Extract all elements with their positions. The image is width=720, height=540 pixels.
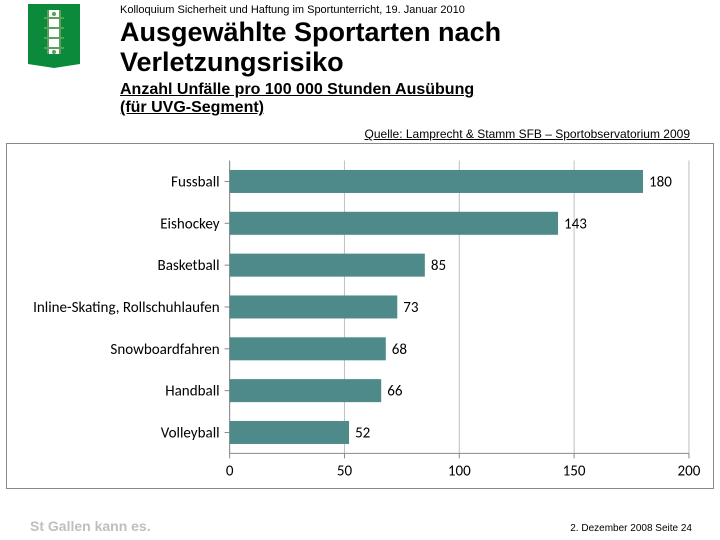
source-line: Quelle: Lamprecht & Stamm SFB – Sportobs… [0,117,720,143]
category-label: Inline-Skating, Rollschuhlaufen [33,299,220,317]
category-label: Eishockey [160,216,220,234]
value-label: 52 [355,425,370,443]
bar [230,170,643,193]
value-label: 66 [387,383,403,401]
header-text: Kolloquium Sicherheit und Haftung im Spo… [120,4,710,117]
x-tick-label: 0 [226,463,234,481]
bar-chart: 0 50 100 150 200 Fussball 180 Eishockey 143 Baske… [11,152,709,484]
category-label: Volleyball [161,425,220,443]
canton-logo [28,4,80,68]
footer: St Gallen kann es. 2. Dezember 2008 Seit… [0,518,720,534]
value-label: 68 [392,341,408,359]
footer-date: 2. Dezember 2008 Seite 24 [570,523,692,534]
header: Kolloquium Sicherheit und Haftung im Spo… [0,0,720,117]
bar [230,380,382,403]
bar [230,212,558,235]
page-title: Ausgewählte Sportarten nach Verletzungsr… [120,18,710,77]
value-label: 143 [564,216,587,234]
category-label: Basketball [158,258,220,276]
category-label: Fussball [171,174,220,192]
value-label: 180 [649,174,672,192]
chart-container: 0 50 100 150 200 Fussball 180 Eishockey 143 Baske… [6,143,714,489]
bar [230,421,349,444]
bar [230,338,386,361]
category-label: Handball [165,383,219,401]
value-label: 85 [431,258,446,276]
preheader: Kolloquium Sicherheit und Haftung im Spo… [120,4,710,16]
x-tick-label: 150 [563,463,586,481]
value-label: 73 [403,299,419,317]
x-tick-label: 200 [678,463,701,481]
bar [230,254,425,277]
category-label: Snowboardfahren [110,341,219,359]
footer-brand: St Gallen kann es. [30,518,151,534]
bar [230,296,398,319]
x-tick-label: 100 [448,463,471,481]
subtitle: Anzahl Unfälle pro 100 000 Stunden Ausüb… [120,81,710,117]
x-tick-label: 50 [337,463,353,481]
